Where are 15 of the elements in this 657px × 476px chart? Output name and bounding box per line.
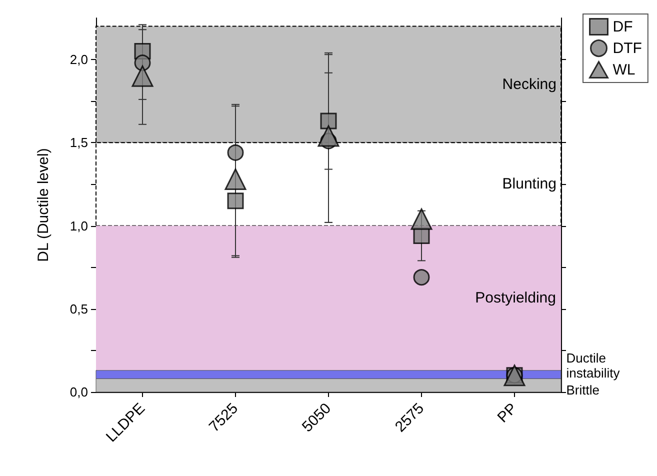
legend-label: WL <box>612 61 636 78</box>
band-label: Postyielding <box>475 290 556 307</box>
y-tick-label: 0,5 <box>70 301 88 316</box>
x-tick-label: PP <box>494 400 521 426</box>
y-axis-title: DL (Ductile level) <box>35 148 52 262</box>
legend-label: DF <box>612 18 633 36</box>
legend-label: DTF <box>612 40 642 57</box>
y-tick-label: 2,0 <box>70 52 88 68</box>
band-label: Necking <box>502 76 556 93</box>
band-label: Blunting <box>502 176 556 193</box>
band-label: Brittle <box>566 382 600 398</box>
y-tick-label: 1,5 <box>70 135 88 150</box>
band-label: Ductile instability <box>566 350 620 381</box>
y-tick-label: 1,0 <box>70 218 88 234</box>
y-tick-label: 0,0 <box>70 384 88 400</box>
